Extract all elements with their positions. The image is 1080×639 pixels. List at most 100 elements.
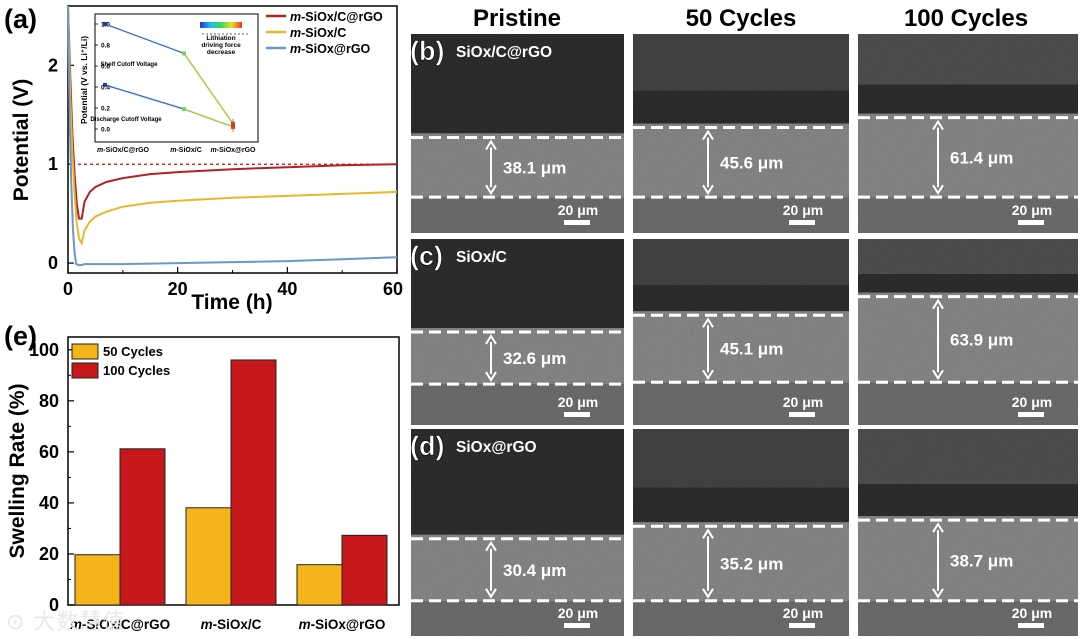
sem-image-d-3: 38.7 μm 20 μm xyxy=(858,429,1078,636)
plot-e-bar xyxy=(74,554,121,606)
sem-image-d-1: 30.4 μm 20 μm xyxy=(411,429,624,636)
sem-thickness-label: 63.9 μm xyxy=(950,330,1013,349)
sem-row-label: SiOx@rGO xyxy=(456,439,537,456)
sem-arrow-head-up xyxy=(485,139,497,151)
plot-a-series-line-2 xyxy=(67,5,398,247)
sem-arrow-head-down xyxy=(932,588,944,599)
sem-thickness-label: 45.6 μm xyxy=(720,153,783,172)
sem-arrow-head-up xyxy=(485,334,497,345)
inset-categories: m-SiOx/C@rGO m-SiOx/C m-SiOx@rGO xyxy=(97,147,256,154)
sem-scale-bar xyxy=(564,623,590,628)
sem-image-b-2: 45.6 μm 20 μm xyxy=(633,34,849,233)
plot-a-xtick-label: 0 xyxy=(63,279,73,299)
sem-arrow-head-down xyxy=(485,184,497,196)
panel-label-e: (e) xyxy=(4,321,37,351)
sem-debris xyxy=(633,34,849,91)
sem-thickness-label: 38.7 μm xyxy=(950,551,1013,570)
sem-debris xyxy=(858,429,1078,484)
plot-a-legend-label: m-SiOx/C@rGO xyxy=(290,10,383,24)
sem-scale-bar xyxy=(564,412,590,417)
sem-substrate xyxy=(633,382,849,425)
plot-e-bar xyxy=(119,448,166,606)
sem-image-d-2: 35.2 μm 20 μm xyxy=(633,429,849,636)
sem-thickness-label: 45.1 μm xyxy=(720,340,783,359)
plot-a-inset: Potential (V vs. Li⁺/Li) 0.0 0.2 0.4 0.6 0.8… xyxy=(79,13,259,154)
plot-a-xtick-label: 40 xyxy=(277,279,297,299)
sem-arrow-head-up xyxy=(485,540,497,552)
plot-a-series-line-1 xyxy=(67,5,398,220)
inset-marker xyxy=(182,107,186,112)
inset-series-segment xyxy=(104,84,185,110)
inset-series-label: Shelf Cutoff Voltage xyxy=(101,62,159,68)
plot-e-category-label: m-SiOx@rGO xyxy=(299,617,386,632)
column-header-100-cycles: 100 Cycles xyxy=(904,5,1028,32)
sem-arrow-head-down xyxy=(485,371,497,382)
sem-electrode-layer xyxy=(411,534,624,605)
inset-series-segment xyxy=(183,52,234,125)
sem-image-c-3: 63.9 μm 20 μm xyxy=(858,239,1078,425)
panel-e: (e) Swelling Rate (%) 0 20 40 60 80 100 50 Cy… xyxy=(4,321,400,632)
plot-a-ylabel: Potential (V) xyxy=(10,79,33,202)
plot-a-series xyxy=(67,5,398,267)
plot-e-bar xyxy=(185,507,232,606)
plot-e-category-label: m-SiOx/C xyxy=(201,617,262,632)
sem-arrow-head-up xyxy=(702,528,714,539)
sem-substrate xyxy=(411,384,624,425)
plot-a-ytick-label: 1 xyxy=(48,154,58,174)
sem-scale-bar xyxy=(1018,220,1044,225)
sem-image-c-2: 45.1 μm 20 μm xyxy=(633,239,849,425)
plot-e-ytick-label: 60 xyxy=(39,442,59,462)
plot-e-ytick-label: 20 xyxy=(39,544,59,564)
plot-e-bar xyxy=(341,534,388,606)
inset-marker xyxy=(103,22,107,26)
inset-series-label: Discharge Cutoff Voltage xyxy=(90,117,162,123)
sem-arrow-head-up xyxy=(932,522,944,533)
plot-e-categories: m-SiOx/C@rGO m-SiOx/C m-SiOx@rGO xyxy=(70,617,385,632)
sem-debris xyxy=(858,239,1078,274)
sem-scale-label: 20 μm xyxy=(783,202,823,218)
plot-e-legend-swatch xyxy=(71,343,99,360)
sem-electrode-layer xyxy=(633,522,849,605)
panel-label-c: (c) xyxy=(410,241,443,271)
sem-arrow-head-down xyxy=(932,184,944,196)
sem-electrode-layer xyxy=(858,292,1078,387)
plot-a-legend-label: m-SiOx@rGO xyxy=(290,42,371,56)
plot-a-xlabel: Time (h) xyxy=(191,291,272,314)
plot-a-ytick-label: 0 xyxy=(48,253,58,273)
inset-series-segment xyxy=(104,23,185,55)
plot-e-bars xyxy=(74,359,388,606)
sem-arrow-head-down xyxy=(932,369,944,381)
sem-scale-label: 20 μm xyxy=(783,394,823,410)
plot-e-legend: 50 Cycles 100 Cycles xyxy=(71,343,170,379)
inset-ytick-label: 0.6 xyxy=(101,64,110,71)
plot-e-bar xyxy=(296,564,343,606)
plot-a-series-line-3 xyxy=(67,5,398,267)
column-header-pristine: Pristine xyxy=(473,5,561,32)
plot-e-ytick-label: 80 xyxy=(39,391,59,411)
inset-marker xyxy=(182,51,186,56)
plot-e-bar xyxy=(230,359,277,606)
panel-label-a: (a) xyxy=(4,4,37,34)
sem-thickness-label: 38.1 μm xyxy=(503,158,566,177)
sem-debris xyxy=(858,34,1078,85)
sem-scale-label: 20 μm xyxy=(558,202,598,218)
inset-category-label: m-SiOx/C xyxy=(170,147,202,154)
plot-a-legend-label: m-SiOx/C xyxy=(290,26,346,40)
inset-ytick-label: 0.0 xyxy=(101,127,110,134)
sem-arrow-head-down xyxy=(485,588,497,599)
sem-substrate xyxy=(858,600,1078,636)
sem-debris xyxy=(633,239,849,285)
inset-ylabel: Potential (V vs. Li⁺/Li) xyxy=(79,36,89,124)
inset-category-label: m-SiOx@rGO xyxy=(211,147,257,154)
plot-e-legend-label: 50 Cycles xyxy=(103,344,163,359)
sem-thickness-label: 35.2 μm xyxy=(720,555,783,574)
panel-label-d: (d) xyxy=(410,431,444,461)
plot-e-ylabel: Swelling Rate (%) xyxy=(6,383,29,558)
sem-thickness-label: 61.4 μm xyxy=(950,148,1013,167)
plot-a-ticks: 0 20 40 60 0 1 2 xyxy=(48,55,403,299)
sem-arrow-head-up xyxy=(932,119,944,131)
sem-scale-bar xyxy=(564,220,590,225)
sem-scale-label: 20 μm xyxy=(1012,605,1052,621)
sem-scale-label: 20 μm xyxy=(558,394,598,410)
